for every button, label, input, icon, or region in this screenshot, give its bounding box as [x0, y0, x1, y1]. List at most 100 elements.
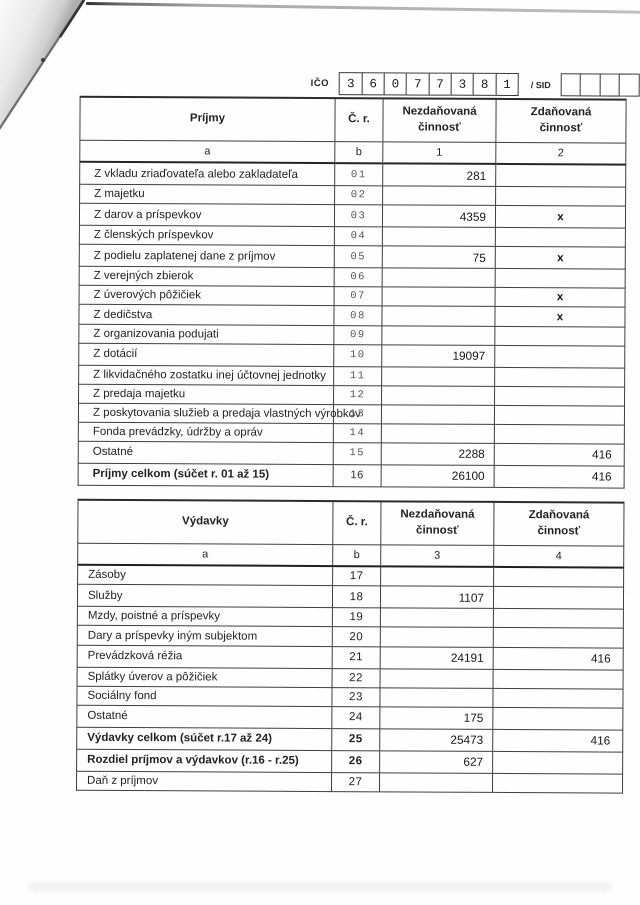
row-label: Z poskytovania služieb a predaja vlastný…: [78, 402, 361, 424]
value-untaxed-activity: [381, 404, 495, 425]
table-row: Príjmy celkom (súčet r. 01 až 15) 16 26100…: [78, 463, 625, 489]
value-untaxed-activity: 26100: [381, 464, 495, 488]
column-header-nezdanovana: Nezdaňovaná činnosť: [380, 501, 495, 546]
row-number: 06: [334, 267, 383, 288]
column-header-cr: Č. r.: [334, 98, 384, 142]
value-taxed-activity: x: [495, 287, 626, 308]
row-number: 21: [332, 646, 381, 669]
income-table-body: Z vkladu zriaďovateľa alebo zakladateľa 0…: [78, 161, 626, 489]
value-taxed-activity: x: [495, 205, 626, 229]
table-row: Z vkladu zriaďovateľa alebo zakladateľa 0…: [79, 161, 626, 188]
sid-empty-box: [580, 73, 601, 97]
row-number: 12: [333, 385, 382, 405]
table-row: Služby 18 1107: [77, 584, 624, 610]
row-label: Z členských príspevkov: [79, 225, 335, 246]
value-untaxed-activity: 24191: [380, 646, 494, 669]
value-untaxed-activity: [381, 325, 495, 346]
column-header-zdanovana: Zdaňovaná činnosť: [493, 501, 625, 547]
row-label: Z verejných zbierok: [79, 266, 335, 287]
ico-digit-box: 7: [405, 72, 430, 96]
row-number: 11: [333, 366, 382, 386]
row-label: Zásoby: [77, 564, 333, 586]
value-taxed-activity: [493, 608, 624, 629]
value-taxed-activity: [494, 367, 625, 387]
value-taxed-activity: [495, 227, 626, 248]
value-untaxed-activity: 75: [382, 246, 496, 269]
sid-label: / SID: [530, 79, 551, 90]
value-untaxed-activity: [382, 227, 496, 247]
ico-digit-box: 3: [339, 72, 363, 96]
table-row: Rozdiel príjmov a výdavkov (r.16 - r.25)…: [76, 749, 623, 774]
ico-label: IČO: [310, 77, 330, 90]
value-taxed-activity: 416: [493, 646, 624, 670]
value-taxed-activity: x: [494, 306, 626, 327]
row-label: Príjmy celkom (súčet r. 01 až 15): [78, 463, 334, 487]
table-row: Výdavky celkom (súčet r.17 až 24) 25 25473…: [76, 727, 623, 752]
row-label: Dary a príspevky iným subjektom: [77, 625, 333, 647]
value-taxed-activity: [494, 325, 625, 346]
value-taxed-activity: [494, 405, 625, 425]
ico-digit-box: 3: [450, 72, 475, 96]
page-corner-fold: [0, 0, 86, 130]
value-untaxed-activity: 19097: [381, 344, 495, 368]
value-untaxed-activity: [379, 772, 493, 793]
value-untaxed-activity: [381, 306, 496, 326]
value-untaxed-activity: [382, 186, 496, 206]
row-number: 04: [334, 226, 383, 247]
row-number: 18: [332, 585, 381, 609]
value-taxed-activity: [494, 424, 625, 444]
row-label: Z dedičstva: [78, 304, 335, 326]
row-number: 16: [333, 464, 382, 487]
value-taxed-activity: [492, 707, 623, 730]
ico-digit-box: 7: [428, 72, 452, 96]
table-row: Prevádzková réžia 21 24191 416: [77, 644, 624, 670]
income-table: Príjmy Č. r. Nezdaňovaná činnosť Zdaňova…: [77, 95, 627, 489]
value-taxed-activity: [494, 345, 625, 368]
column-header-cr: Č. r.: [332, 501, 382, 545]
column-header-zdanovana: Zdaňovaná činnosť: [495, 98, 627, 144]
row-label: Mzdy, poistné a príspevky: [77, 606, 333, 628]
value-untaxed-activity: 2288: [381, 442, 495, 466]
row-label: Ostatné: [76, 704, 332, 729]
row-label: Fonda prevádzky, údržby a opráv: [78, 422, 334, 443]
sid-empty-boxes: [560, 73, 640, 97]
table-row: Z dotácií 10 19097: [78, 342, 625, 368]
value-taxed-activity: [492, 773, 623, 794]
value-untaxed-activity: [380, 627, 494, 647]
expense-table-body: Zásoby 17 Služby 18 1107 Mzdy, poistné a prís…: [76, 564, 624, 794]
value-untaxed-activity: [382, 268, 496, 288]
value-untaxed-activity: [381, 366, 495, 387]
row-label: Z darov a príspevkov: [79, 203, 335, 227]
value-taxed-activity: 416: [492, 729, 623, 752]
row-number: 25: [331, 728, 380, 751]
row-label: Z úverových pôžičiek: [79, 285, 335, 307]
value-taxed-activity: [494, 386, 625, 406]
row-label: Rozdiel príjmov a výdavkov (r.16 - r.25): [76, 749, 332, 773]
value-untaxed-activity: 175: [379, 706, 493, 730]
expense-table-header: Výdavky Č. r. Nezdaňovaná činnosť Zdaňov…: [77, 499, 625, 568]
value-taxed-activity: 416: [494, 465, 625, 489]
sid-empty-box: [599, 73, 620, 97]
subheader-2: 2: [495, 142, 626, 165]
row-number: 01: [334, 163, 383, 187]
row-number: 03: [334, 204, 383, 228]
value-taxed-activity: [493, 668, 624, 689]
row-label: Daň z príjmov: [76, 771, 332, 792]
header-row: Príjmy Č. r. Nezdaňovaná činnosť Zdaňova…: [79, 96, 627, 144]
sid-empty-box: [618, 73, 640, 97]
subheader-a: a: [77, 543, 333, 567]
subheader-1: 1: [382, 141, 496, 164]
scan-noise-smudge: [30, 882, 610, 891]
value-taxed-activity: [492, 751, 623, 774]
row-number: 05: [334, 245, 383, 269]
row-number: 24: [331, 706, 380, 729]
subheader-4: 4: [493, 545, 624, 568]
table-row: Daň z príjmov 27: [76, 771, 623, 794]
value-taxed-activity: [492, 688, 624, 708]
row-number: 27: [331, 772, 380, 792]
value-untaxed-activity: 627: [379, 750, 493, 774]
row-number: 02: [334, 185, 383, 206]
value-untaxed-activity: [380, 668, 494, 689]
